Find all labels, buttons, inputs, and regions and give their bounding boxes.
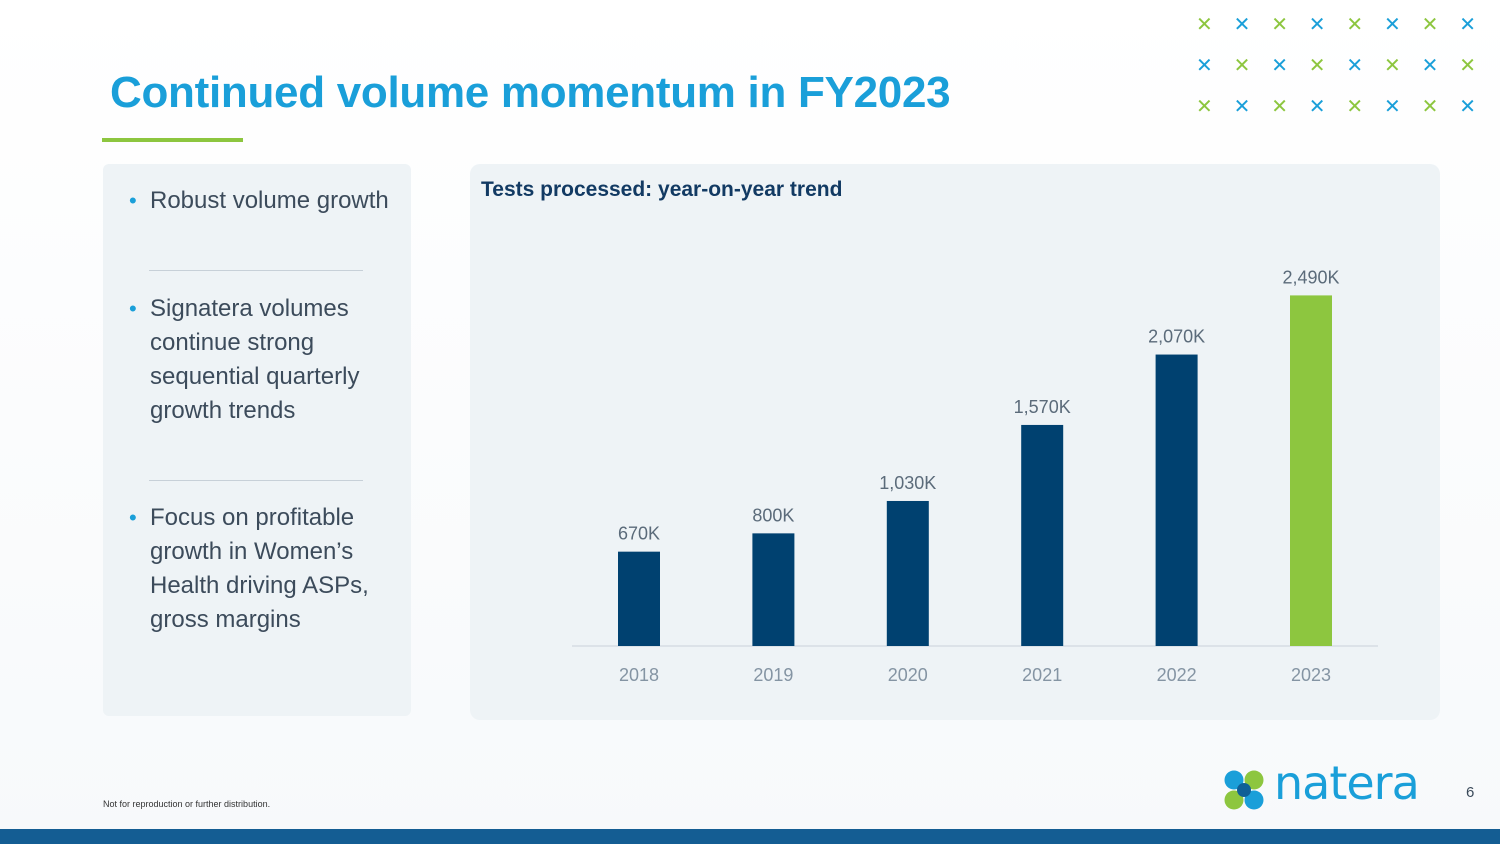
bullet-text: Robust volume growth: [150, 187, 389, 214]
data-label: 2,490K: [1282, 267, 1339, 287]
x-tick-label: 2019: [753, 665, 793, 685]
bar-2021: [1021, 424, 1064, 646]
decorative-x-icon: ✕: [1271, 12, 1288, 36]
decorative-x-icon: ✕: [1421, 94, 1439, 118]
decorative-x-icon: ✕: [1384, 12, 1401, 36]
bullet-item: • Focus on profitable growth in Women’s …: [129, 501, 390, 637]
decorative-x-icon: ✕: [1271, 53, 1288, 77]
decorative-x-icon: ✕: [1271, 94, 1288, 118]
bar-2019: [752, 533, 795, 646]
decorative-x-icon: ✕: [1233, 94, 1251, 118]
decorative-x-icon: ✕: [1308, 94, 1326, 118]
data-label: 1,570K: [1014, 397, 1071, 417]
decorative-x-icon: ✕: [1421, 53, 1439, 77]
natera-logo-icon: [1224, 770, 1264, 810]
decorative-x-pattern: ✕ ✕ ✕ ✕ ✕ ✕ ✕ ✕ ✕ ✕ ✕ ✕ ✕ ✕ ✕ ✕ ✕ ✕ ✕ ✕ ✕ ✕ ✕ ✕: [1196, 14, 1486, 124]
bullet-dot-icon: •: [129, 505, 137, 530]
page-title: Continued volume momentum in FY2023: [110, 68, 951, 117]
x-tick-label: 2020: [888, 665, 928, 685]
decorative-x-icon: ✕: [1233, 53, 1251, 77]
chart-title: Tests processed: year-on-year trend: [481, 178, 843, 201]
page-number: 6: [1466, 784, 1475, 801]
decorative-x-icon: ✕: [1346, 94, 1364, 118]
bullet-item: • Signatera volumes continue strong sequ…: [129, 292, 390, 428]
decorative-x-icon: ✕: [1196, 12, 1213, 36]
bar-2022: [1155, 354, 1198, 646]
x-tick-label: 2022: [1157, 665, 1197, 685]
bullet-text: Signatera volumes continue strong sequen…: [150, 295, 360, 424]
data-label: 670K: [618, 524, 660, 544]
decorative-x-icon: ✕: [1346, 53, 1364, 77]
data-label: 2,070K: [1148, 327, 1205, 347]
decorative-x-icon: ✕: [1196, 53, 1213, 77]
bullet-dot-icon: •: [129, 296, 137, 321]
bar-2023: [1290, 295, 1332, 646]
decorative-x-icon: ✕: [1384, 53, 1401, 77]
data-label: 1,030K: [879, 473, 936, 493]
decorative-x-icon: ✕: [1346, 12, 1364, 36]
footer-bar: [0, 829, 1500, 844]
decorative-x-icon: ✕: [1308, 53, 1326, 77]
natera-logo: natera: [1222, 756, 1422, 814]
bullet-divider: [149, 480, 363, 481]
bullet-text: Focus on profitable growth in Women’s He…: [150, 504, 369, 633]
decorative-x-icon: ✕: [1384, 94, 1401, 118]
x-tick-label: 2023: [1291, 665, 1331, 685]
bar-2020: [886, 500, 929, 646]
chart-panel: 670K 2018 800K 2019 1,030K 2020 1,570K 2021 2,07…: [470, 164, 1440, 720]
bullet-divider: [149, 270, 363, 271]
decorative-x-icon: ✕: [1421, 12, 1439, 36]
decorative-x-icon: ✕: [1196, 94, 1213, 118]
bullet-dot-icon: •: [129, 188, 137, 213]
logo-wordmark: natera: [1274, 756, 1420, 810]
footer-disclaimer: Not for reproduction or further distribu…: [103, 799, 271, 809]
x-tick-label: 2021: [1022, 665, 1062, 685]
bullet-panel: • Robust volume growth • Signatera volum…: [103, 164, 411, 716]
decorative-x-icon: ✕: [1233, 12, 1251, 36]
bar-chart: 670K 2018 800K 2019 1,030K 2020 1,570K 2021 2,07…: [572, 267, 1378, 685]
decorative-x-icon: ✕: [1459, 53, 1476, 77]
decorative-x-icon: ✕: [1308, 12, 1326, 36]
title-underline: [102, 138, 243, 142]
decorative-x-icon: ✕: [1459, 12, 1476, 36]
data-label: 800K: [752, 505, 794, 525]
bar-2018: [618, 551, 660, 646]
decorative-x-icon: ✕: [1459, 94, 1476, 118]
bullet-item: • Robust volume growth: [129, 184, 390, 218]
x-tick-label: 2018: [619, 665, 659, 685]
